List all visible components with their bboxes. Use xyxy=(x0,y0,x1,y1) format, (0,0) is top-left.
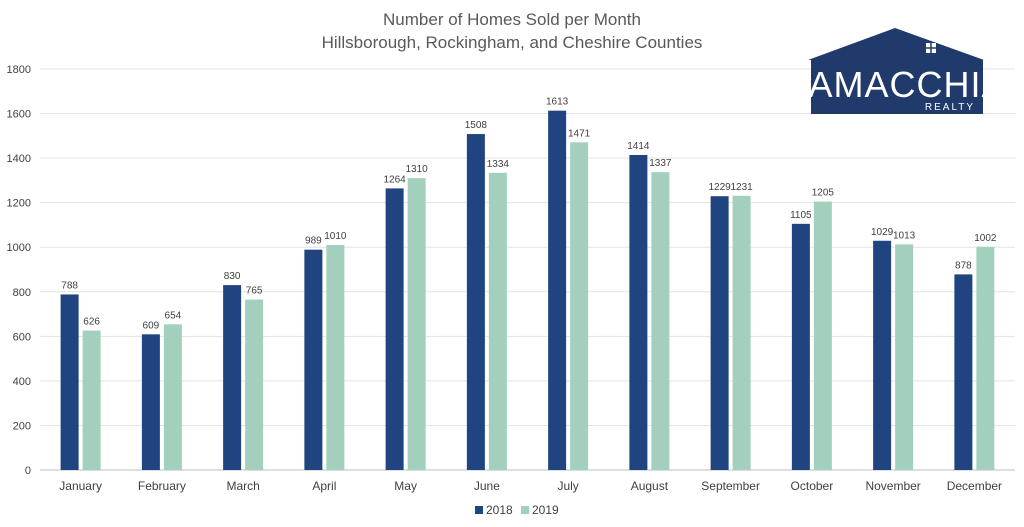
data-label: 1105 xyxy=(790,210,812,221)
bar-2019-june xyxy=(488,172,507,470)
legend-label: 2019 xyxy=(532,503,559,517)
data-label: 1471 xyxy=(568,128,591,139)
y-tick-label: 1800 xyxy=(7,64,31,76)
data-label: 788 xyxy=(61,280,78,291)
bar-2018-april xyxy=(304,249,323,470)
x-tick-label: August xyxy=(631,479,669,493)
x-tick-label: June xyxy=(474,479,500,493)
bar-2018-november xyxy=(873,240,892,470)
y-tick-label: 600 xyxy=(13,331,31,343)
legend-swatch-2018 xyxy=(475,506,483,514)
bar-2019-february xyxy=(163,324,182,470)
logo-roof xyxy=(808,28,984,60)
chart-title-line-1: Number of Homes Sold per Month xyxy=(383,10,641,29)
y-axis: 0 200 400 600 800 1000 1200 1400 1600 1800 xyxy=(7,64,31,477)
legend: 2018 2019 xyxy=(475,503,559,517)
data-label: 654 xyxy=(165,310,182,321)
bar-2019-july xyxy=(570,142,589,470)
bar-2018-august xyxy=(629,154,648,470)
legend-label: 2018 xyxy=(486,503,513,517)
data-label: 1229 xyxy=(709,182,732,193)
data-label: 1013 xyxy=(893,230,916,241)
y-tick-label: 1400 xyxy=(7,153,31,165)
logo-name: LAMACCHIA xyxy=(787,64,1006,105)
bar-2019-october xyxy=(813,201,832,470)
data-label: 989 xyxy=(305,236,322,247)
bar-2018-december xyxy=(954,274,973,470)
data-label: 765 xyxy=(246,286,263,297)
x-tick-label: March xyxy=(226,479,259,493)
x-tick-label: February xyxy=(138,479,186,493)
data-label: 1414 xyxy=(627,141,650,152)
data-label: 609 xyxy=(143,320,160,331)
bar-2019-september xyxy=(732,195,751,470)
gridlines xyxy=(40,68,1015,471)
logo-banner xyxy=(811,60,983,114)
data-label: 1337 xyxy=(649,158,672,169)
data-label: 1310 xyxy=(406,164,429,175)
y-tick-label: 1000 xyxy=(7,242,31,254)
chart-title-line-2: Hillsborough, Rockingham, and Cheshire C… xyxy=(322,33,703,52)
bar-2018-june xyxy=(466,134,485,470)
data-label: 1264 xyxy=(384,174,407,185)
y-tick-label: 800 xyxy=(13,287,31,299)
bar-2019-april xyxy=(326,244,345,470)
chart-title: Number of Homes Sold per Month Hillsboro… xyxy=(322,10,703,52)
x-tick-label: January xyxy=(59,479,102,493)
bar-2018-september xyxy=(710,196,729,470)
bar-2018-february xyxy=(141,334,160,470)
data-label: 1002 xyxy=(974,233,997,244)
data-label: 1613 xyxy=(546,97,569,108)
x-tick-label: December xyxy=(947,479,1002,493)
x-tick-label: May xyxy=(394,479,417,493)
x-tick-label: September xyxy=(701,479,760,493)
bar-2019-january xyxy=(82,330,101,470)
y-tick-label: 1200 xyxy=(7,198,31,210)
y-tick-label: 200 xyxy=(13,420,31,432)
data-label: 830 xyxy=(224,271,241,282)
data-label: 1010 xyxy=(324,231,347,242)
data-label: 878 xyxy=(955,260,972,271)
bar-2018-january xyxy=(60,294,79,470)
data-label: 1334 xyxy=(487,159,510,170)
data-label: 1508 xyxy=(465,120,488,131)
bar-2018-july xyxy=(548,110,567,470)
bar-2019-august xyxy=(651,172,670,470)
y-tick-label: 400 xyxy=(13,376,31,388)
bar-2018-october xyxy=(791,223,810,470)
bar-2019-may xyxy=(407,178,426,470)
bar-2019-december xyxy=(976,246,995,470)
bar-2018-march xyxy=(223,285,242,470)
bar-2019-november xyxy=(895,244,914,470)
company-logo: LAMACCHIA REALTY xyxy=(787,28,1006,114)
logo-subtitle: REALTY xyxy=(925,102,975,113)
data-label: 626 xyxy=(83,317,100,328)
x-tick-label: July xyxy=(557,479,578,493)
bar-2019-march xyxy=(245,299,264,470)
y-tick-label: 0 xyxy=(25,465,31,477)
x-tick-label: November xyxy=(865,479,920,493)
data-label: 1029 xyxy=(871,227,894,238)
data-label: 1231 xyxy=(731,182,754,193)
x-axis: January February March April May June July Augu… xyxy=(59,479,1002,493)
bar-2018-may xyxy=(385,188,404,471)
data-label: 1205 xyxy=(812,188,835,199)
y-tick-label: 1600 xyxy=(7,109,31,121)
x-tick-label: April xyxy=(312,479,336,493)
bars xyxy=(60,110,995,471)
x-tick-label: October xyxy=(791,479,834,493)
legend-swatch-2019 xyxy=(521,506,529,514)
